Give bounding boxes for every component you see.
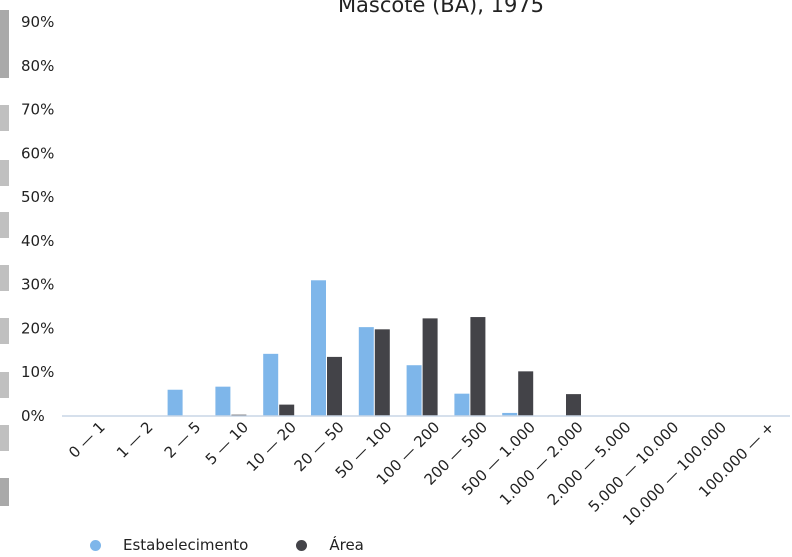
y-tick-label: 0% <box>21 407 45 425</box>
bar-area[interactable] <box>374 329 390 416</box>
y-tick-label: 90% <box>21 13 54 31</box>
bars <box>167 280 581 416</box>
strip-segment <box>0 212 9 238</box>
bar-area[interactable] <box>566 394 581 416</box>
y-tick-label: 40% <box>21 232 54 250</box>
bar-estabelecimento[interactable] <box>406 365 422 416</box>
bar-area[interactable] <box>327 356 342 416</box>
strip-segment <box>0 10 9 78</box>
strip-segment <box>0 105 9 131</box>
bar-estabelecimento[interactable] <box>311 280 326 416</box>
bar-area[interactable] <box>518 371 534 416</box>
y-axis: 0% 10% 20% 30% 40% 50% 60% 70% 80% 90% <box>21 13 54 425</box>
x-tick-label: 2.000 — 5.000 <box>544 418 635 509</box>
legend-item-estabelecimento[interactable]: Estabelecimento <box>90 536 248 554</box>
window-edge-strip <box>0 0 10 557</box>
bar-estabelecimento[interactable] <box>502 412 518 416</box>
bar-estabelecimento[interactable] <box>167 389 183 416</box>
strip-segment <box>0 318 9 344</box>
strip-segment <box>0 478 9 506</box>
chart-title: Mascote (BA), 1975 <box>338 0 544 17</box>
bar-estabelecimento[interactable] <box>358 327 374 416</box>
y-tick-label: 70% <box>21 101 54 119</box>
strip-segment <box>0 372 9 398</box>
x-tick-label: 2 — 5 <box>161 418 205 462</box>
x-tick-label: 1 — 2 <box>113 418 157 462</box>
bar-area[interactable] <box>279 404 295 416</box>
strip-segment <box>0 425 9 451</box>
legend-marker <box>296 539 308 551</box>
bar-area[interactable] <box>422 318 438 416</box>
y-tick-label: 60% <box>21 144 54 162</box>
legend-item-area[interactable]: Área <box>296 536 364 554</box>
y-tick-label: 50% <box>21 188 54 206</box>
legend-label: Estabelecimento <box>123 536 249 554</box>
bar-estabelecimento[interactable] <box>263 353 279 416</box>
bar-estabelecimento[interactable] <box>215 386 231 416</box>
bar-estabelecimento[interactable] <box>454 393 470 416</box>
x-tick-label: 1.000 — 2.000 <box>496 418 587 509</box>
strip-segment <box>0 265 9 291</box>
legend-marker <box>90 539 101 551</box>
y-tick-label: 10% <box>21 363 54 381</box>
y-tick-label: 80% <box>21 57 54 75</box>
y-tick-label: 20% <box>21 319 54 337</box>
bar-area[interactable] <box>470 317 486 416</box>
legend: Estabelecimento Área <box>90 536 364 554</box>
strip-segment <box>0 160 9 186</box>
x-tick-label: 0 — 1 <box>65 418 109 462</box>
legend-label: Área <box>329 536 364 554</box>
y-tick-label: 30% <box>21 276 54 294</box>
x-tick-label: 10 — 20 <box>243 418 300 475</box>
